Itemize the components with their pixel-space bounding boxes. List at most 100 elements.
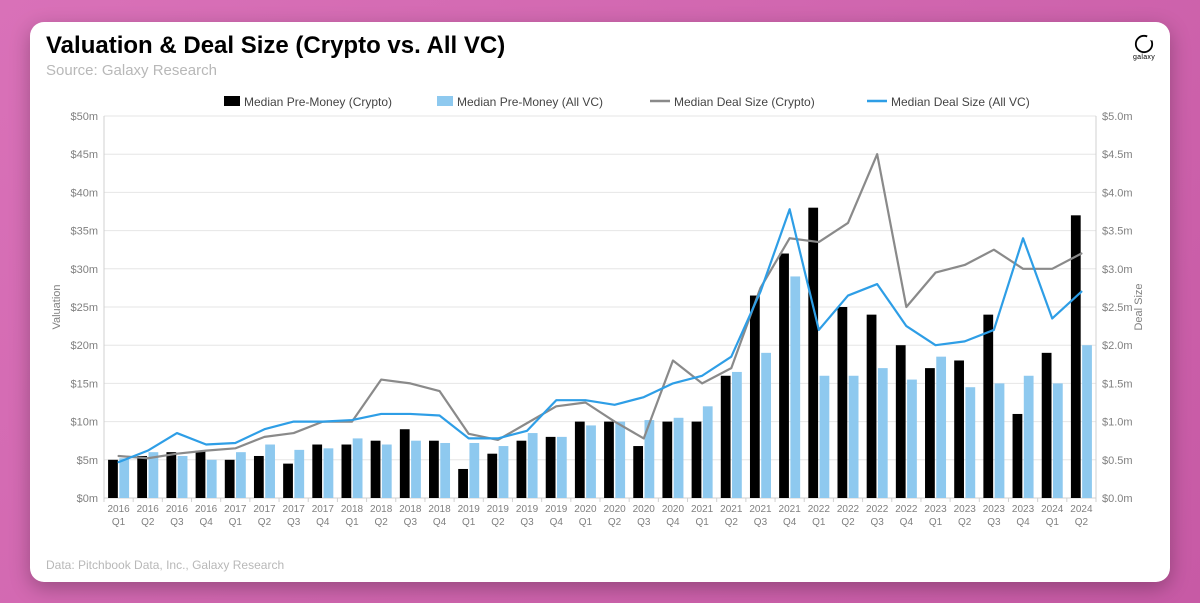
svg-text:2023: 2023 [924, 504, 947, 515]
svg-text:2016: 2016 [107, 504, 130, 515]
bar [761, 353, 771, 498]
svg-text:$30m: $30m [70, 264, 98, 276]
svg-text:Q1: Q1 [695, 517, 709, 528]
svg-text:2017: 2017 [312, 504, 335, 515]
svg-text:2020: 2020 [603, 504, 626, 515]
svg-text:2019: 2019 [516, 504, 539, 515]
bar [820, 376, 830, 498]
bar [119, 458, 129, 498]
bar [517, 441, 527, 498]
svg-text:2016: 2016 [195, 504, 218, 515]
svg-text:Q4: Q4 [199, 517, 213, 528]
svg-text:$4.5m: $4.5m [1102, 149, 1133, 161]
svg-text:Q3: Q3 [754, 517, 768, 528]
svg-text:2021: 2021 [779, 504, 802, 515]
svg-text:Q4: Q4 [433, 517, 447, 528]
bar [750, 296, 760, 498]
bar [779, 254, 789, 498]
bar [1082, 345, 1092, 498]
svg-text:Q3: Q3 [170, 517, 184, 528]
bar [732, 372, 742, 498]
bar [371, 441, 381, 498]
svg-text:Q2: Q2 [491, 517, 505, 528]
bar [1042, 353, 1052, 498]
svg-text:$40m: $40m [70, 187, 98, 199]
bar [907, 380, 917, 498]
bar [429, 441, 439, 498]
svg-text:Q2: Q2 [608, 517, 622, 528]
bar [604, 422, 614, 498]
svg-text:$2.5m: $2.5m [1102, 302, 1133, 314]
bar [662, 422, 672, 498]
chart-subtitle: Source: Galaxy Research [46, 62, 217, 79]
bar [790, 276, 800, 498]
svg-text:2023: 2023 [983, 504, 1006, 515]
bar [995, 383, 1005, 498]
svg-text:Median Pre-Money (All VC): Median Pre-Money (All VC) [457, 95, 603, 109]
svg-text:2020: 2020 [574, 504, 597, 515]
chart-title: Valuation & Deal Size (Crypto vs. All VC… [46, 32, 505, 60]
bar [1053, 383, 1063, 498]
svg-text:2017: 2017 [224, 504, 247, 515]
svg-text:Q2: Q2 [375, 517, 389, 528]
svg-text:$45m: $45m [70, 149, 98, 161]
bar [294, 450, 304, 498]
svg-text:Q1: Q1 [229, 517, 243, 528]
bar [499, 446, 509, 498]
svg-text:Q4: Q4 [783, 517, 797, 528]
bar [925, 368, 935, 498]
bar [615, 422, 625, 498]
bar [324, 448, 334, 498]
bar [878, 368, 888, 498]
bar [867, 315, 877, 498]
svg-text:Q1: Q1 [112, 517, 126, 528]
svg-text:Q3: Q3 [287, 517, 301, 528]
galaxy-logo: galaxy [1130, 34, 1158, 61]
svg-text:2019: 2019 [458, 504, 481, 515]
svg-text:2024: 2024 [1041, 504, 1064, 515]
svg-text:Q1: Q1 [929, 517, 943, 528]
svg-text:Valuation: Valuation [51, 284, 63, 329]
svg-text:2018: 2018 [341, 504, 364, 515]
bar [353, 438, 363, 498]
bar [808, 208, 818, 498]
bar [528, 433, 538, 498]
svg-text:$0.5m: $0.5m [1102, 455, 1133, 467]
bar [458, 469, 468, 498]
bar [557, 437, 567, 498]
svg-text:2023: 2023 [1012, 504, 1035, 515]
svg-text:$3.5m: $3.5m [1102, 226, 1133, 238]
bar [837, 307, 847, 498]
svg-text:2023: 2023 [954, 504, 977, 515]
bar [849, 376, 859, 498]
bar [440, 443, 450, 498]
svg-text:Q2: Q2 [1075, 517, 1089, 528]
bar [108, 460, 118, 498]
svg-text:2018: 2018 [428, 504, 451, 515]
svg-text:Median Deal Size (Crypto): Median Deal Size (Crypto) [674, 95, 815, 109]
svg-text:2022: 2022 [808, 504, 831, 515]
svg-text:$5.0m: $5.0m [1102, 111, 1133, 123]
bar [178, 456, 188, 498]
svg-text:Q3: Q3 [987, 517, 1001, 528]
bar [411, 441, 421, 498]
bar [469, 443, 479, 498]
svg-text:2022: 2022 [837, 504, 860, 515]
bar [283, 464, 293, 498]
svg-text:$10m: $10m [70, 417, 98, 429]
svg-text:Q2: Q2 [141, 517, 155, 528]
galaxy-logo-icon [1134, 34, 1154, 54]
bar [382, 445, 392, 498]
svg-text:Q2: Q2 [841, 517, 855, 528]
bar [703, 406, 713, 498]
svg-text:$0m: $0m [77, 493, 98, 505]
svg-text:Q1: Q1 [812, 517, 826, 528]
bar [1024, 376, 1034, 498]
bar [400, 429, 410, 498]
svg-text:Q1: Q1 [345, 517, 359, 528]
svg-text:Q4: Q4 [1016, 517, 1030, 528]
svg-text:$2.0m: $2.0m [1102, 340, 1133, 352]
bar [586, 425, 596, 498]
bar [674, 418, 684, 498]
svg-text:Q3: Q3 [520, 517, 534, 528]
